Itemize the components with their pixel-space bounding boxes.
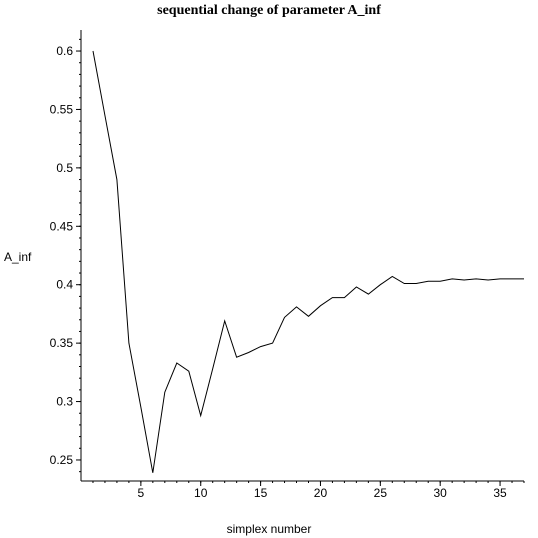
x-tick-label: 25 bbox=[374, 486, 388, 500]
series-line bbox=[92, 50, 524, 473]
x-axis-label: simplex number bbox=[226, 522, 312, 536]
x-tick-label: 30 bbox=[434, 486, 448, 500]
x-tick-label: 10 bbox=[194, 486, 208, 500]
x-tick-label: 5 bbox=[138, 486, 145, 500]
y-tick-label: 0.45 bbox=[50, 219, 74, 233]
x-tick-label: 35 bbox=[493, 486, 507, 500]
x-tick-label: 20 bbox=[314, 486, 328, 500]
y-tick-label: 0.5 bbox=[56, 161, 73, 175]
x-tick-label: 15 bbox=[254, 486, 268, 500]
y-tick-label: 0.35 bbox=[50, 336, 74, 350]
y-tick-label: 0.3 bbox=[56, 395, 73, 409]
y-tick-label: 0.6 bbox=[56, 44, 73, 58]
y-tick-label: 0.4 bbox=[56, 278, 73, 292]
chart-title: sequential change of parameter A_inf bbox=[157, 3, 381, 18]
y-tick-label: 0.55 bbox=[50, 102, 74, 116]
y-axis-label: A_inf bbox=[4, 250, 32, 264]
y-tick-label: 0.25 bbox=[50, 453, 74, 467]
